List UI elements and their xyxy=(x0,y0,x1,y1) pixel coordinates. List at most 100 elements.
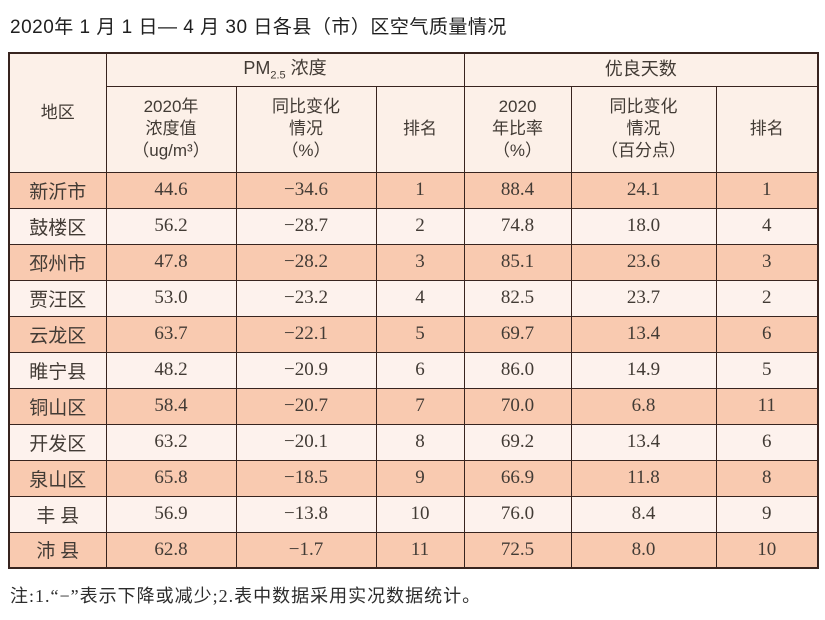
good-rate-cell: 86.0 xyxy=(463,351,572,389)
col-header-good-change: 同比变化 情况 （百分点） xyxy=(570,85,717,173)
table-row: 开发区 63.2 −20.1 8 69.2 13.4 6 xyxy=(8,423,819,461)
pm-rank-cell: 5 xyxy=(375,315,465,353)
col-header-pm-value: 2020年 浓度值 （ug/m³） xyxy=(105,85,237,173)
table-row: 鼓楼区 56.2 −28.7 2 74.8 18.0 4 xyxy=(8,207,819,245)
col-group-pm25: PM2.5 浓度 xyxy=(105,52,465,87)
region-cell: 鼓楼区 xyxy=(8,207,107,245)
pm-rank-cell: 11 xyxy=(375,531,465,569)
good-rate-cell: 88.4 xyxy=(463,171,572,209)
good-rate-cell: 69.7 xyxy=(463,315,572,353)
pm-change-cell: −23.2 xyxy=(235,279,377,317)
pm-value-cell: 63.2 xyxy=(105,423,237,461)
good-rank-cell: 4 xyxy=(715,207,819,245)
col-header-good-rank: 排名 xyxy=(715,85,819,173)
good-change-cell: 8.4 xyxy=(570,495,717,533)
good-change-cell: 13.4 xyxy=(570,315,717,353)
table-row: 新沂市 44.6 −34.6 1 88.4 24.1 1 xyxy=(8,171,819,209)
col-header-pm-change: 同比变化 情况 （%） xyxy=(235,85,377,173)
table-row: 铜山区 58.4 −20.7 7 70.0 6.8 11 xyxy=(8,387,819,425)
pm-rank-cell: 10 xyxy=(375,495,465,533)
col-header-region: 地区 xyxy=(8,52,107,173)
pm-change-cell: −20.9 xyxy=(235,351,377,389)
region-cell: 云龙区 xyxy=(8,315,107,353)
pm25-label-prefix: PM xyxy=(243,57,271,78)
pm-rank-cell: 1 xyxy=(375,171,465,209)
pm-rank-cell: 6 xyxy=(375,351,465,389)
pm-change-cell: −34.6 xyxy=(235,171,377,209)
good-rank-cell: 8 xyxy=(715,459,819,497)
pm-change-cell: −20.1 xyxy=(235,423,377,461)
air-quality-table: 地区 PM2.5 浓度 优良天数 2020年 浓度值 （ug/m³） 同比变化 … xyxy=(8,52,820,569)
pm-rank-cell: 4 xyxy=(375,279,465,317)
pm25-label-subscript: 2.5 xyxy=(270,69,286,82)
region-cell: 新沂市 xyxy=(8,171,107,209)
good-rank-cell: 9 xyxy=(715,495,819,533)
col-header-good-rate: 2020 年比率 （%） xyxy=(463,85,572,173)
good-rate-cell: 66.9 xyxy=(463,459,572,497)
table-row: 泉山区 65.8 −18.5 9 66.9 11.8 8 xyxy=(8,459,819,497)
table-row: 贾汪区 53.0 −23.2 4 82.5 23.7 2 xyxy=(8,279,819,317)
region-cell: 邳州市 xyxy=(8,243,107,281)
good-change-cell: 18.0 xyxy=(570,207,717,245)
good-rank-cell: 2 xyxy=(715,279,819,317)
region-cell: 开发区 xyxy=(8,423,107,461)
pm-change-cell: −28.2 xyxy=(235,243,377,281)
pm-change-cell: −22.1 xyxy=(235,315,377,353)
good-rank-cell: 1 xyxy=(715,171,819,209)
good-rank-cell: 5 xyxy=(715,351,819,389)
table-row: 睢宁县 48.2 −20.9 6 86.0 14.9 5 xyxy=(8,351,819,389)
col-header-pm-rank: 排名 xyxy=(375,85,465,173)
good-change-cell: 23.7 xyxy=(570,279,717,317)
good-rank-cell: 10 xyxy=(715,531,819,569)
pm-value-cell: 44.6 xyxy=(105,171,237,209)
pm-rank-cell: 8 xyxy=(375,423,465,461)
good-rate-cell: 85.1 xyxy=(463,243,572,281)
good-change-cell: 11.8 xyxy=(570,459,717,497)
pm-rank-cell: 3 xyxy=(375,243,465,281)
pm-value-cell: 56.2 xyxy=(105,207,237,245)
good-change-cell: 14.9 xyxy=(570,351,717,389)
good-change-cell: 24.1 xyxy=(570,171,717,209)
pm-value-cell: 63.7 xyxy=(105,315,237,353)
pm25-label-suffix: 浓度 xyxy=(285,57,327,78)
good-rate-cell: 82.5 xyxy=(463,279,572,317)
good-rate-cell: 76.0 xyxy=(463,495,572,533)
good-rate-cell: 72.5 xyxy=(463,531,572,569)
pm-rank-cell: 2 xyxy=(375,207,465,245)
region-cell: 丰 县 xyxy=(8,495,107,533)
pm-change-cell: −28.7 xyxy=(235,207,377,245)
good-rate-cell: 69.2 xyxy=(463,423,572,461)
pm-change-cell: −1.7 xyxy=(235,531,377,569)
region-cell: 睢宁县 xyxy=(8,351,107,389)
table-row: 云龙区 63.7 −22.1 5 69.7 13.4 6 xyxy=(8,315,819,353)
good-rate-cell: 74.8 xyxy=(463,207,572,245)
pm-change-cell: −20.7 xyxy=(235,387,377,425)
pm-value-cell: 48.2 xyxy=(105,351,237,389)
pm-value-cell: 56.9 xyxy=(105,495,237,533)
good-change-cell: 8.0 xyxy=(570,531,717,569)
page-title: 2020年 1 月 1 日— 4 月 30 日各县（市）区空气质量情况 xyxy=(10,17,507,38)
pm-change-cell: −18.5 xyxy=(235,459,377,497)
pm-rank-cell: 9 xyxy=(375,459,465,497)
pm-value-cell: 47.8 xyxy=(105,243,237,281)
good-rank-cell: 11 xyxy=(715,387,819,425)
col-group-good-days: 优良天数 xyxy=(463,52,819,87)
table-row: 邳州市 47.8 −28.2 3 85.1 23.6 3 xyxy=(8,243,819,281)
pm-rank-cell: 7 xyxy=(375,387,465,425)
region-cell: 泉山区 xyxy=(8,459,107,497)
good-rank-cell: 6 xyxy=(715,423,819,461)
good-rank-cell: 6 xyxy=(715,315,819,353)
pm-value-cell: 62.8 xyxy=(105,531,237,569)
pm-value-cell: 58.4 xyxy=(105,387,237,425)
good-rank-cell: 3 xyxy=(715,243,819,281)
table-row: 丰 县 56.9 −13.8 10 76.0 8.4 9 xyxy=(8,495,819,533)
good-change-cell: 6.8 xyxy=(570,387,717,425)
pm-value-cell: 65.8 xyxy=(105,459,237,497)
good-change-cell: 13.4 xyxy=(570,423,717,461)
region-cell: 铜山区 xyxy=(8,387,107,425)
pm-value-cell: 53.0 xyxy=(105,279,237,317)
table-row: 沛 县 62.8 −1.7 11 72.5 8.0 10 xyxy=(8,531,819,569)
region-cell: 贾汪区 xyxy=(8,279,107,317)
footnote: 注:1.“−”表示下降或减少;2.表中数据采用实况数据统计。 xyxy=(10,586,482,606)
pm-change-cell: −13.8 xyxy=(235,495,377,533)
